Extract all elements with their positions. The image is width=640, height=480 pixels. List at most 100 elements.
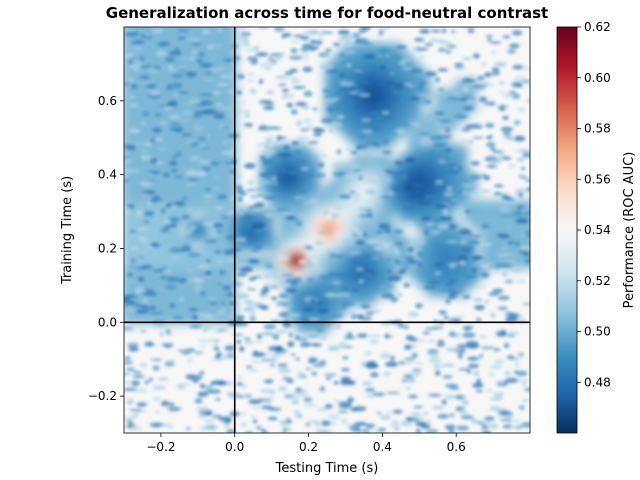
heatmap-noise-cell xyxy=(246,188,257,192)
heatmap-noise-cell xyxy=(186,37,201,42)
heatmap-noise-cell xyxy=(193,351,204,354)
heatmap-noise-cell xyxy=(289,68,298,73)
heatmap-noise-cell xyxy=(388,275,402,282)
heatmap-noise-cell xyxy=(487,135,493,138)
heatmap-noise-cell xyxy=(415,190,422,194)
heatmap-noise-cell xyxy=(319,64,334,70)
heatmap-noise-cell xyxy=(160,227,170,233)
heatmap-noise-cell xyxy=(363,254,373,258)
heatmap-noise-cell xyxy=(324,404,333,409)
heatmap-noise-cell xyxy=(481,224,490,229)
heatmap-noise-cell xyxy=(464,209,471,214)
heatmap-noise-cell xyxy=(472,297,483,303)
heatmap-noise-cell xyxy=(464,123,479,130)
heatmap-noise-cell xyxy=(250,249,261,253)
heatmap-noise-cell xyxy=(483,175,491,181)
heatmap-noise-cell xyxy=(448,429,455,433)
heatmap-noise-cell xyxy=(264,149,276,155)
heatmap-noise-cell xyxy=(257,333,262,340)
heatmap-noise-cell xyxy=(424,43,434,47)
heatmap-noise-cell xyxy=(270,296,278,301)
heatmap-noise-cell xyxy=(189,156,202,161)
heatmap-noise-cell xyxy=(124,296,133,299)
heatmap-noise-cell xyxy=(243,394,253,398)
heatmap-noise-cell xyxy=(131,375,146,378)
heatmap-noise-cell xyxy=(270,127,282,130)
heatmap-noise-cell xyxy=(267,357,279,364)
heatmap-noise-cell xyxy=(169,255,183,260)
heatmap-noise-cell xyxy=(297,190,308,193)
heatmap-cell xyxy=(518,218,530,232)
heatmap-noise-cell xyxy=(150,305,156,311)
heatmap-noise-cell xyxy=(407,246,414,253)
heatmap-noise-cell xyxy=(367,334,382,338)
heatmap-noise-cell xyxy=(246,365,253,369)
heatmap-noise-cell xyxy=(471,196,485,199)
heatmap-noise-cell xyxy=(389,424,401,428)
heatmap-noise-cell xyxy=(288,332,294,338)
heatmap-noise-cell xyxy=(170,168,178,173)
heatmap-cell xyxy=(124,264,136,279)
heatmap-noise-cell xyxy=(501,193,508,200)
heatmap-noise-cell xyxy=(465,340,479,347)
heatmap-noise-cell xyxy=(264,351,270,356)
heatmap-noise-cell xyxy=(328,127,334,133)
heatmap-noise-cell xyxy=(124,373,131,376)
heatmap-noise-cell xyxy=(211,358,225,361)
heatmap-noise-cell xyxy=(249,317,257,322)
heatmap-cell xyxy=(124,274,136,288)
heatmap-noise-cell xyxy=(340,379,352,386)
heatmap-noise-cell xyxy=(182,244,191,251)
heatmap-noise-cell xyxy=(163,219,172,226)
heatmap-noise-cell xyxy=(315,302,328,305)
heatmap-noise-cell xyxy=(143,223,155,229)
heatmap-noise-cell xyxy=(456,425,469,431)
heatmap-noise-cell xyxy=(277,266,286,273)
heatmap-noise-cell xyxy=(168,114,181,120)
heatmap-noise-cell xyxy=(416,48,429,51)
heatmap-noise-cell xyxy=(303,397,313,403)
heatmap-cell xyxy=(297,144,311,159)
heatmap-noise-cell xyxy=(306,174,315,177)
heatmap-noise-cell xyxy=(279,167,288,174)
heatmap-noise-cell xyxy=(215,176,221,179)
heatmap-noise-cell xyxy=(130,58,141,64)
heatmap-noise-cell xyxy=(229,282,244,286)
heatmap-noise-cell xyxy=(211,413,216,419)
heatmap-noise-cell xyxy=(249,88,257,95)
heatmap-noise-cell xyxy=(476,378,482,385)
heatmap-noise-cell xyxy=(433,243,439,246)
heatmap-noise-cell xyxy=(200,313,214,319)
heatmap-noise-cell xyxy=(133,258,141,262)
heatmap-noise-cell xyxy=(273,27,285,32)
heatmap-noise-cell xyxy=(337,231,343,235)
heatmap-noise-cell xyxy=(333,42,341,46)
heatmap-noise-cell xyxy=(327,248,332,252)
heatmap-noise-cell xyxy=(422,412,429,416)
heatmap-noise-cell xyxy=(521,398,530,402)
heatmap-noise-cell xyxy=(295,335,300,339)
heatmap-noise-cell xyxy=(222,285,232,291)
heatmap-noise-cell xyxy=(296,160,308,163)
heatmap-noise-cell xyxy=(176,29,189,32)
heatmap-noise-cell xyxy=(518,176,529,179)
heatmap-noise-cell xyxy=(257,27,270,30)
heatmap-noise-cell xyxy=(481,61,487,67)
heatmap-noise-cell xyxy=(126,398,134,405)
heatmap-noise-cell xyxy=(412,238,426,241)
heatmap-noise-cell xyxy=(353,421,368,427)
heatmap-noise-cell xyxy=(334,92,343,96)
heatmap-noise-cell xyxy=(435,370,441,376)
heatmap-noise-cell xyxy=(302,200,312,206)
heatmap-noise-cell xyxy=(432,218,441,222)
heatmap-noise-cell xyxy=(425,419,432,424)
heatmap-noise-cell xyxy=(264,264,274,268)
heatmap-cell xyxy=(131,27,145,29)
heatmap-noise-cell xyxy=(310,254,319,260)
heatmap-noise-cell xyxy=(504,370,512,376)
heatmap-noise-cell xyxy=(239,42,244,46)
heatmap-noise-cell xyxy=(423,100,432,104)
heatmap-cell xyxy=(518,237,530,251)
heatmap-noise-cell xyxy=(456,344,468,349)
